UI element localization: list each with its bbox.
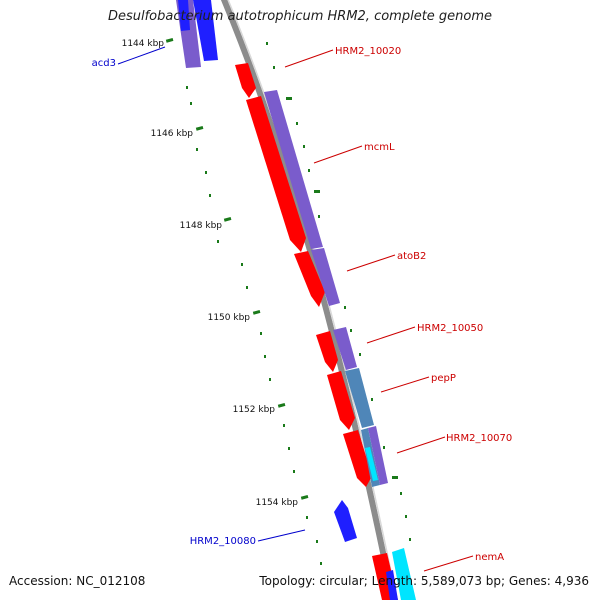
inner-tick	[306, 516, 308, 519]
outer-tick	[371, 398, 373, 401]
gene-block-nema-blue	[386, 570, 398, 600]
gene-arrow-hrm2-10070	[343, 430, 372, 487]
gene-arrow-hrm2-10080	[334, 500, 357, 542]
outer-tick	[303, 145, 305, 148]
outer-tick	[318, 215, 320, 218]
inner-tick	[241, 263, 243, 266]
inner-tick	[283, 424, 285, 427]
inner-tick	[209, 194, 211, 197]
gene-block-nema-cyan	[392, 548, 416, 600]
inner-tick	[190, 102, 192, 105]
inner-tick	[320, 562, 322, 565]
major-tick	[300, 494, 309, 500]
major-tick	[195, 125, 204, 131]
outer-tick	[405, 515, 407, 518]
gene-label-hrm2-10020: HRM2_10020	[335, 46, 401, 57]
gene-arrow-atob2	[294, 251, 325, 307]
scale-label-1154: 1154 kbp	[256, 498, 299, 508]
leader-line-nema	[423, 555, 474, 572]
gene-arrow-pepp	[327, 371, 355, 430]
leader-line-mcml	[313, 145, 363, 164]
leader-line-pepp	[380, 376, 430, 393]
inner-tick	[205, 171, 207, 174]
major-tick-marks	[165, 37, 309, 500]
leader-line-hrm2-10020	[284, 49, 334, 68]
inner-tick	[196, 148, 198, 151]
major-tick	[165, 37, 174, 43]
outer-tick	[266, 42, 268, 45]
outer-tick	[296, 122, 298, 125]
genome-summary-text: Topology: circular; Length: 5,589,073 bp…	[259, 574, 589, 588]
outer-tick	[350, 329, 352, 332]
inner-tick	[217, 240, 219, 243]
outer-tick	[286, 97, 292, 100]
gene-block-blue-small	[178, 0, 190, 31]
gene-block-hrm2-10070-purple	[368, 426, 388, 485]
outer-tick	[314, 190, 320, 193]
accession-text: Accession: NC_012108	[9, 574, 146, 588]
scale-label-1146: 1146 kbp	[151, 129, 194, 139]
leader-line-acd3	[117, 46, 166, 65]
gene-arrow-hrm2-10050	[316, 331, 338, 372]
inner-tick	[316, 540, 318, 543]
inner-tick	[293, 470, 295, 473]
outer-tick	[383, 446, 385, 449]
leader-line-atob2	[346, 254, 396, 272]
gene-block-atob2-purple	[311, 248, 340, 306]
inner-tick-track	[186, 86, 322, 565]
outer-tick	[409, 538, 411, 541]
gene-label-mcml: mcmL	[364, 142, 395, 153]
outer-tick	[273, 66, 275, 69]
scale-label-1148: 1148 kbp	[180, 221, 223, 231]
scale-label-1150: 1150 kbp	[208, 313, 251, 323]
major-tick	[252, 309, 261, 315]
leader-line-hrm2-10080	[257, 529, 306, 542]
gene-label-hrm2-10080: HRM2_10080	[190, 536, 256, 547]
gene-arrow-mcml	[246, 96, 306, 252]
inner-tick	[269, 378, 271, 381]
outer-tick	[400, 492, 402, 495]
outer-tick	[359, 353, 361, 356]
gene-label-hrm2-10070: HRM2_10070	[446, 433, 512, 444]
inner-tick	[288, 447, 290, 450]
leader-line-hrm2-10050	[366, 326, 416, 344]
genome-title: Desulfobacterium autotrophicum HRM2, com…	[107, 9, 493, 24]
inner-tick	[186, 86, 188, 89]
outer-tick	[308, 169, 310, 172]
gene-label-atob2: atoB2	[397, 251, 426, 262]
inner-tick	[260, 332, 262, 335]
scale-label-1144: 1144 kbp	[122, 39, 165, 49]
outer-tick-track	[266, 42, 411, 541]
gene-block-mcml-purple	[264, 90, 323, 249]
outer-tick	[392, 476, 398, 479]
gene-label-nema: nemA	[475, 552, 504, 563]
gene-block-hrm2-10070-cyan	[365, 447, 378, 481]
gene-label-hrm2-10050: HRM2_10050	[417, 323, 483, 334]
inner-tick	[264, 355, 266, 358]
gene-block-acd3-blue	[193, 0, 218, 61]
gene-label-pepp: pepP	[431, 373, 456, 384]
leader-line-hrm2-10070	[396, 436, 446, 454]
gene-label-acd3: acd3	[92, 58, 116, 69]
outer-tick	[344, 306, 346, 309]
gene-block-hrm2-10050-purple	[333, 327, 357, 370]
inner-tick	[246, 286, 248, 289]
major-tick	[277, 402, 286, 408]
gene-block-pepp-steel	[345, 368, 374, 428]
scale-label-1152: 1152 kbp	[233, 405, 276, 415]
gene-arrow-hrm2-10020	[235, 63, 256, 98]
major-tick	[223, 216, 232, 222]
